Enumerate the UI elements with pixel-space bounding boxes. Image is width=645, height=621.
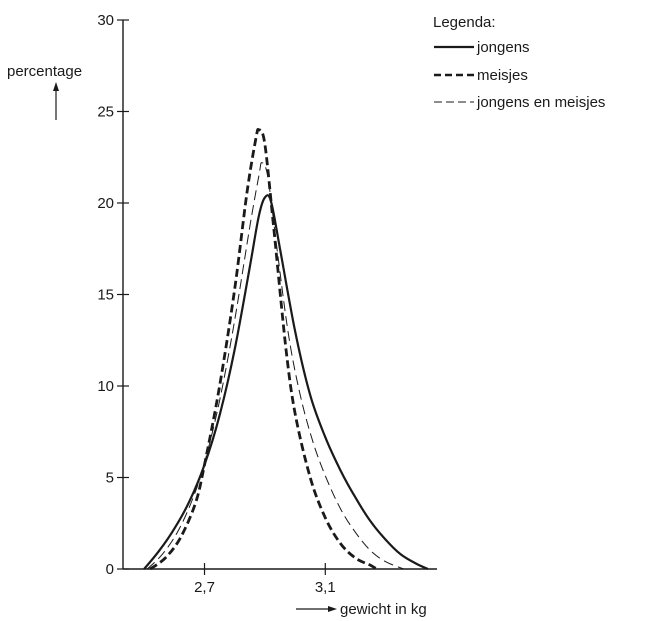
legend-label-meisjes: meisjes bbox=[477, 67, 528, 84]
y-tick-label: 0 bbox=[106, 561, 114, 578]
ticks: 0 5 10 15 20 25 30 2,7 3,1 bbox=[97, 12, 335, 596]
y-tick-label: 30 bbox=[97, 12, 114, 29]
series-line-meisjes bbox=[149, 127, 378, 571]
y-tick-label: 20 bbox=[97, 195, 114, 212]
legend-label-jongens-en-meisjes: jongens en meisjes bbox=[476, 94, 605, 111]
x-tick-label: 2,7 bbox=[194, 579, 215, 596]
y-tick-label: 10 bbox=[97, 378, 114, 395]
legend-title: Legenda: bbox=[433, 14, 496, 31]
legend-label-jongens: jongens bbox=[476, 39, 530, 56]
x-axis-arrow bbox=[296, 606, 337, 612]
series-line-jongens-en-meisjes bbox=[146, 162, 404, 570]
x-tick-label: 3,1 bbox=[315, 579, 336, 596]
y-axis-arrow bbox=[53, 82, 59, 120]
y-axis-label: percentage bbox=[7, 63, 82, 80]
y-tick-label: 5 bbox=[106, 470, 114, 487]
legend: Legenda: jongens meisjes jongens en meis… bbox=[433, 14, 605, 111]
series-lines bbox=[143, 127, 429, 571]
y-tick-label: 15 bbox=[97, 287, 114, 304]
series-line-jongens bbox=[143, 194, 429, 571]
x-axis-label: gewicht in kg bbox=[340, 601, 427, 618]
y-tick-label: 25 bbox=[97, 104, 114, 121]
